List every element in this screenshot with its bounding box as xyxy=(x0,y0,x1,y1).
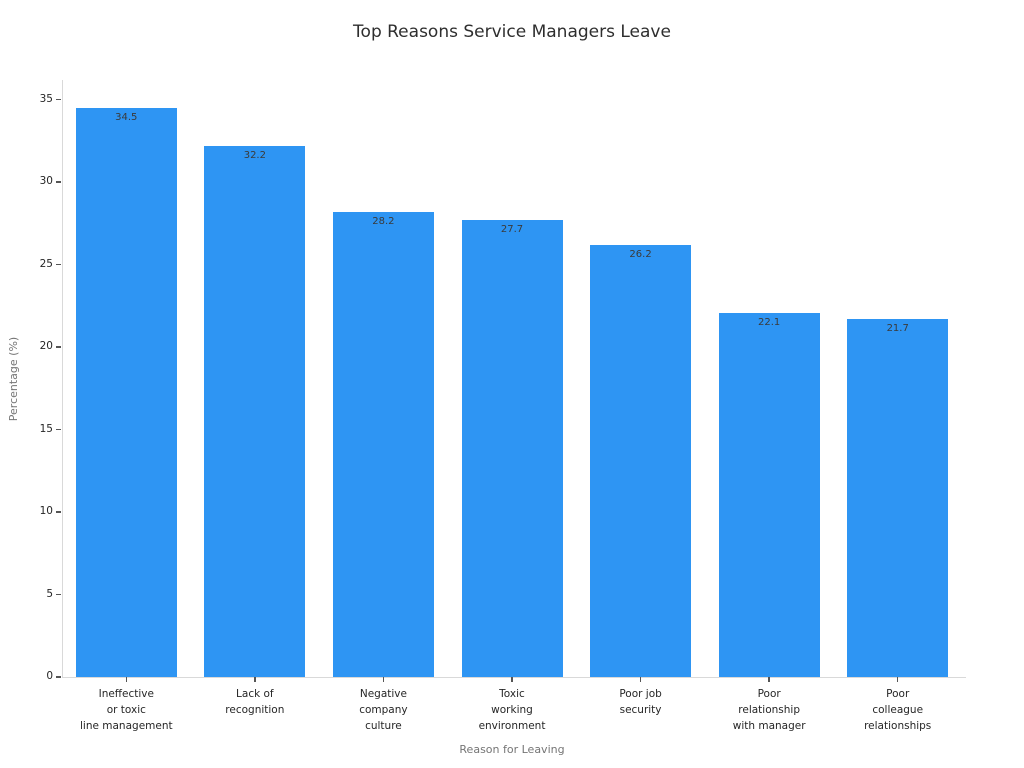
x-tick-label-line: or toxic xyxy=(106,704,146,716)
x-tick-label-line: line management xyxy=(79,720,173,732)
x-tick-label: Ineffective or toxic line management xyxy=(56,686,196,734)
x-tick-mark xyxy=(511,677,513,682)
bar-value-label: 32.2 xyxy=(243,149,266,161)
bar: 26.2 xyxy=(590,244,692,677)
y-tick-mark xyxy=(56,181,61,183)
bar-value-label: 21.7 xyxy=(886,323,909,335)
y-tick-label: 15 xyxy=(39,422,53,435)
plot-area: 0 5 10 15 20 25 30 35 34.5 32.2 28.2 27.7 26.2 22.1 2… xyxy=(40,80,966,732)
x-tick-label-line: security xyxy=(619,704,662,716)
y-tick-label: 30 xyxy=(39,175,53,188)
x-tick-label-line: Lack of xyxy=(236,688,274,700)
x-tick-label-line: Ineffective xyxy=(98,688,154,700)
y-tick-mark xyxy=(56,428,61,431)
x-axis-title: Reason for Leaving xyxy=(459,743,565,756)
x-tick-mark xyxy=(254,677,256,682)
x-tick-label-line: Toxic xyxy=(499,688,525,700)
y-tick-mark xyxy=(56,593,61,596)
y-tick-label: 0 xyxy=(46,670,53,682)
x-tick-label: Toxic working environment xyxy=(442,686,582,734)
x-tick-mark xyxy=(896,677,899,682)
bar-value-label: 27.7 xyxy=(500,224,524,236)
bar-value-label: 26.2 xyxy=(629,248,652,260)
bar: 21.7 xyxy=(847,319,949,677)
y-tick-mark xyxy=(56,346,61,348)
x-tick-label-line: Negative xyxy=(359,688,407,700)
x-tick-label-line: Poor xyxy=(886,688,910,700)
bar-value-label: 22.1 xyxy=(758,316,781,328)
chart-title: Top Reasons Service Managers Leave xyxy=(353,22,671,42)
x-axis-spine xyxy=(62,677,966,678)
x-tick-label-line: Poor xyxy=(757,688,781,700)
x-tick-label-line: with manager xyxy=(732,720,806,732)
x-tick-mark xyxy=(125,677,128,682)
x-tick-mark xyxy=(768,677,770,682)
x-tick-label-line: recognition xyxy=(225,704,285,716)
bar-value-label: 28.2 xyxy=(372,215,395,227)
bar: 27.7 xyxy=(461,220,563,677)
bar: 32.2 xyxy=(204,145,306,677)
y-tick-mark xyxy=(56,676,61,678)
x-tick-label-line: company xyxy=(359,704,408,716)
x-tick-mark xyxy=(639,677,642,682)
x-tick-label-line: relationship xyxy=(738,704,800,716)
x-tick-label: Lack of recognition xyxy=(185,686,325,718)
y-tick-label: 20 xyxy=(39,340,53,353)
x-tick-label-line: relationships xyxy=(864,720,932,732)
x-tick-label: Poor colleague relationships xyxy=(828,686,968,734)
x-tick-label: Poor relationship with manager xyxy=(699,686,839,734)
x-tick-label-line: environment xyxy=(478,720,546,732)
bar: 34.5 xyxy=(75,108,177,677)
y-tick-label: 35 xyxy=(39,92,53,105)
x-tick-mark xyxy=(382,677,385,682)
x-tick-label-line: colleague xyxy=(872,704,924,716)
y-tick-mark xyxy=(56,98,61,101)
x-tick-label: Negative company culture xyxy=(313,686,453,734)
y-tick-mark xyxy=(56,511,61,513)
y-tick-label: 10 xyxy=(39,505,53,518)
x-tick-label-line: Poor job xyxy=(619,688,662,700)
bar: 22.1 xyxy=(718,312,820,677)
y-tick-label: 5 xyxy=(46,587,53,600)
x-tick-label: Poor job security xyxy=(571,686,711,718)
bar: 28.2 xyxy=(332,211,434,677)
y-tick-mark xyxy=(56,263,61,266)
y-axis-title: Percentage (%) xyxy=(7,336,20,422)
y-axis-spine xyxy=(62,80,63,677)
y-tick-label: 25 xyxy=(39,257,53,270)
x-tick-label-line: culture xyxy=(365,720,402,732)
bar-value-label: 34.5 xyxy=(115,112,138,124)
x-tick-label-line: working xyxy=(491,704,533,716)
